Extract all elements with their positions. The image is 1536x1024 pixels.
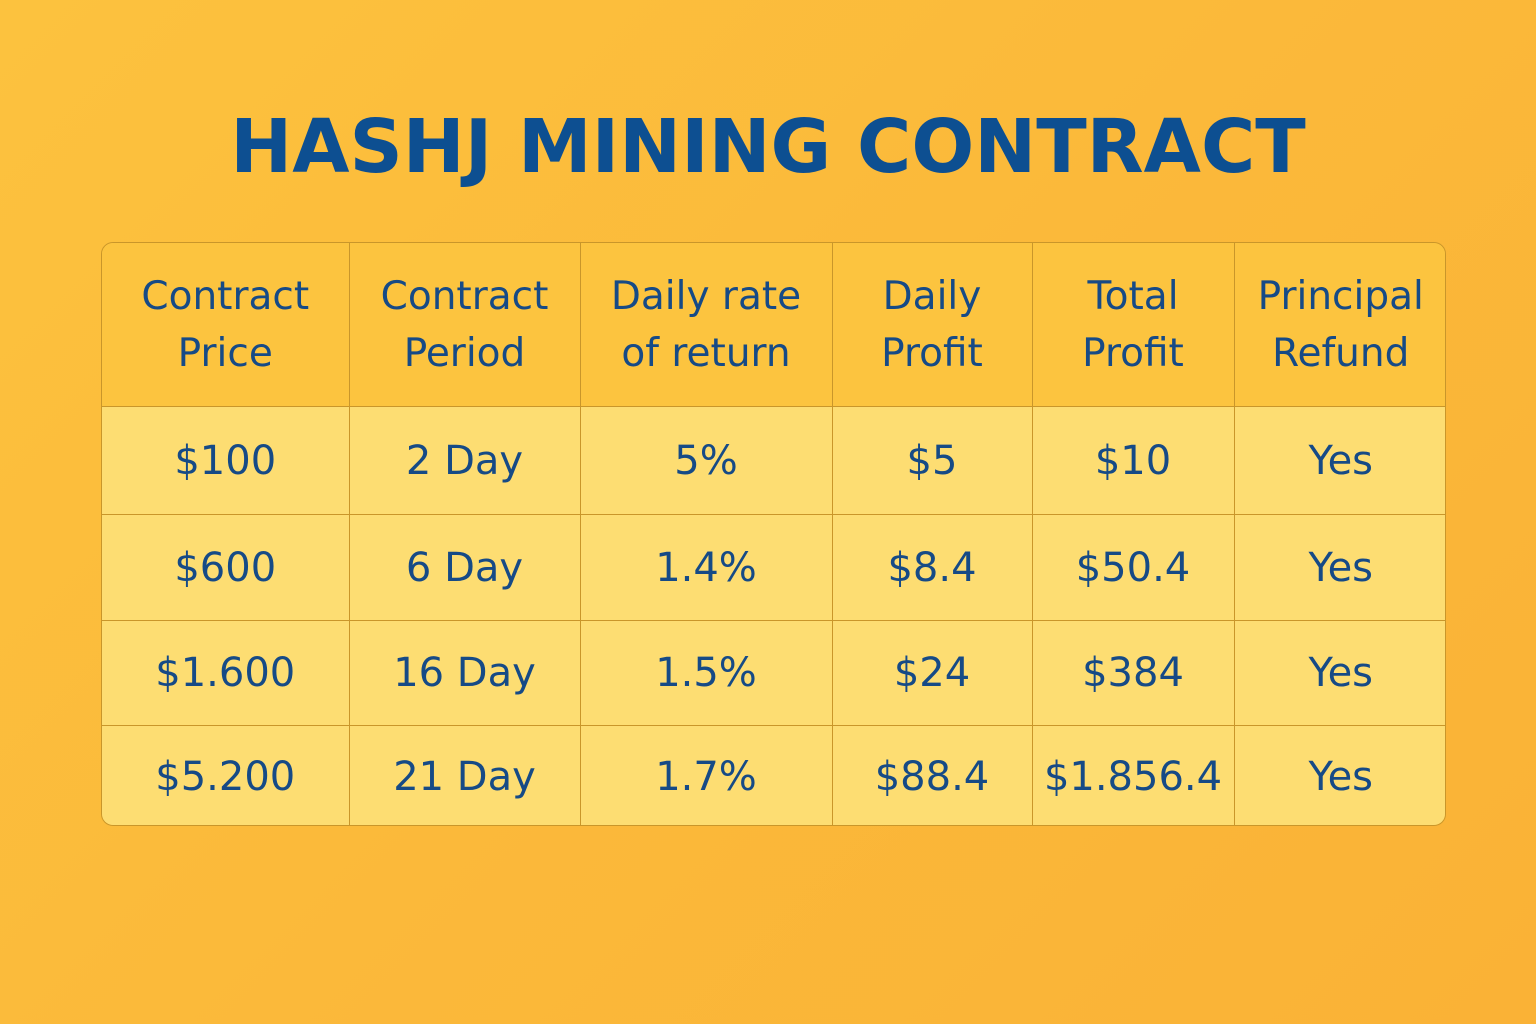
table-header-row: Contract Price Contract Period Daily rat… [102,243,1445,407]
cell-total-profit: $1.856.4 [1031,725,1235,825]
cell-total-profit: $10 [1031,406,1235,515]
cell-contract-period: 6 Day [348,514,581,621]
header-daily-rate: Daily rate of return [579,243,833,407]
cell-daily-rate: 5% [579,406,833,515]
cell-daily-profit: $24 [831,620,1033,726]
header-contract-price: Contract Price [102,243,350,407]
table-row: $600 6 Day 1.4% $8.4 $50.4 Yes [102,514,1445,621]
table-row: $5.200 21 Day 1.7% $88.4 $1.856.4 Yes [102,725,1445,825]
contract-table: Contract Price Contract Period Daily rat… [101,242,1446,826]
cell-daily-profit: $88.4 [831,725,1033,825]
page-title: HASHJ MINING CONTRACT [230,104,1306,190]
header-contract-period: Contract Period [348,243,581,407]
cell-principal-refund: Yes [1233,725,1445,825]
cell-daily-rate: 1.4% [579,514,833,621]
cell-principal-refund: Yes [1233,406,1445,515]
cell-contract-period: 16 Day [348,620,581,726]
cell-contract-price: $600 [102,514,350,621]
cell-contract-price: $5.200 [102,725,350,825]
table-row: $1.600 16 Day 1.5% $24 $384 Yes [102,620,1445,726]
cell-principal-refund: Yes [1233,620,1445,726]
cell-contract-price: $100 [102,406,350,515]
header-daily-profit: Daily Profit [831,243,1033,407]
cell-total-profit: $50.4 [1031,514,1235,621]
cell-contract-price: $1.600 [102,620,350,726]
table-row: $100 2 Day 5% $5 $10 Yes [102,406,1445,515]
cell-total-profit: $384 [1031,620,1235,726]
header-total-profit: Total Profit [1031,243,1235,407]
cell-principal-refund: Yes [1233,514,1445,621]
header-principal-refund: Principal Refund [1233,243,1445,407]
cell-contract-period: 21 Day [348,725,581,825]
cell-daily-profit: $5 [831,406,1033,515]
cell-daily-profit: $8.4 [831,514,1033,621]
cell-daily-rate: 1.7% [579,725,833,825]
cell-contract-period: 2 Day [348,406,581,515]
cell-daily-rate: 1.5% [579,620,833,726]
